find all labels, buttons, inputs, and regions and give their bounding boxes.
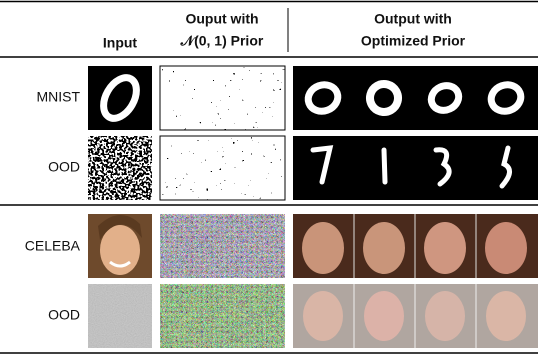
figure: Input Ouput with 𝒩(0, 1) Prior Output wi… [0, 0, 538, 355]
row-label: MNIST [36, 89, 80, 105]
column-header: Input [103, 35, 138, 51]
prior-output [160, 214, 285, 278]
prior-output [160, 66, 285, 130]
column-header: Optimized Prior [361, 33, 466, 49]
mnist-input [88, 66, 152, 130]
row-label: OOD [48, 307, 80, 323]
optimized-output [293, 284, 538, 348]
celeba-input [88, 214, 152, 278]
column-header: Ouput with [185, 11, 258, 27]
optimized-output [293, 66, 538, 130]
column-header: 𝒩(0, 1) Prior [180, 33, 264, 49]
ood-input [88, 284, 152, 348]
row-label: CELEBA [25, 238, 81, 254]
ood-input [88, 136, 152, 200]
column-header: Output with [374, 11, 452, 27]
prior-output [160, 136, 285, 200]
prior-output [160, 284, 285, 348]
optimized-output [293, 136, 538, 200]
row-label: OOD [48, 159, 80, 175]
optimized-output [293, 214, 538, 278]
